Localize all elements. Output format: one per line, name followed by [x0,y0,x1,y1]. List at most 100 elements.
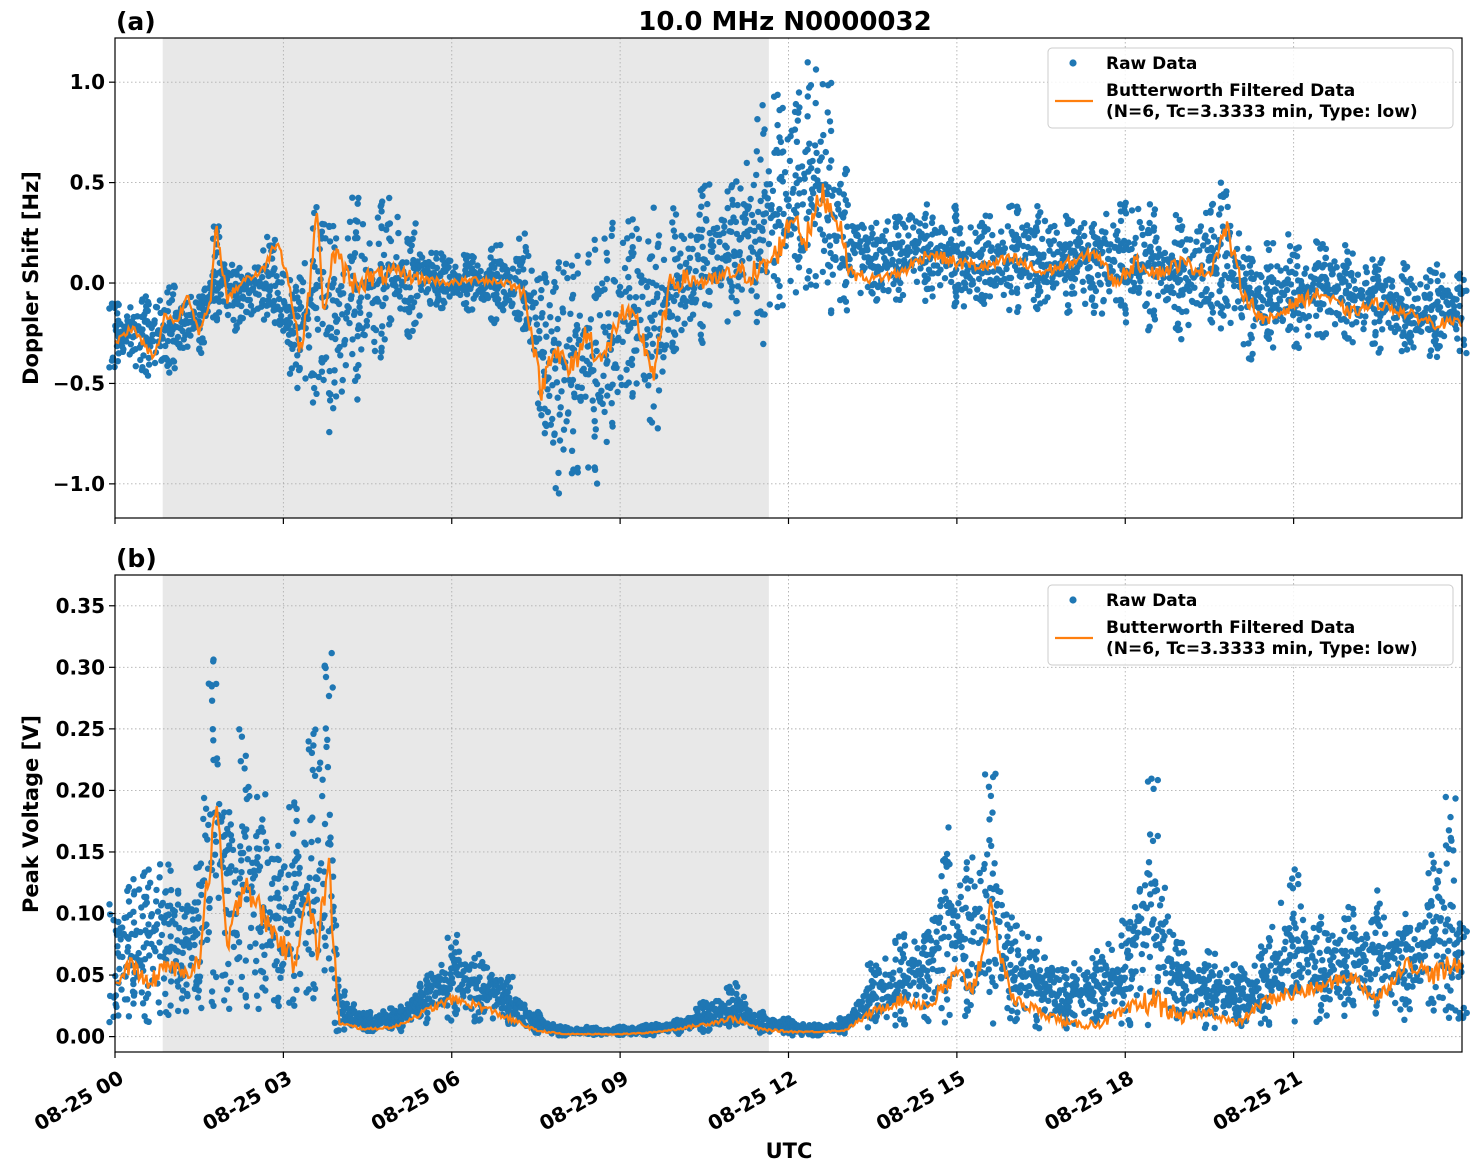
raw-data-point [1360,325,1367,333]
raw-data-point [857,238,864,245]
raw-data-point [643,283,651,291]
raw-data-point [1342,242,1349,249]
raw-data-point [785,202,792,210]
raw-data-point [214,761,221,768]
raw-data-point [319,776,326,783]
raw-data-point [844,223,851,230]
raw-data-point [1359,292,1366,299]
raw-data-point [658,341,665,348]
raw-data-point [1187,236,1194,243]
raw-data-point [241,765,248,772]
raw-data-point [880,286,887,294]
raw-data-point [753,171,760,179]
raw-data-point [1086,264,1093,271]
raw-data-point [313,896,321,903]
raw-data-point [292,361,300,368]
raw-data-point [393,254,400,261]
raw-data-point [813,149,820,157]
raw-data-point [228,837,236,844]
raw-data-point [166,299,173,306]
raw-data-point [273,273,280,280]
raw-data-point [1051,222,1058,230]
raw-data-point [757,197,764,205]
raw-data-point [124,943,132,951]
raw-data-point [188,954,196,962]
raw-data-point [828,307,835,314]
raw-data-point [665,326,672,333]
raw-data-point [899,220,907,228]
raw-data-point [795,264,803,271]
raw-data-point [923,285,931,293]
raw-data-point [826,233,833,240]
raw-data-point [1331,258,1338,265]
raw-data-point [953,293,960,300]
raw-data-point [750,181,757,189]
raw-data-point [286,319,294,326]
raw-data-point [151,317,158,324]
raw-data-point [356,303,363,311]
raw-data-point [732,218,740,226]
raw-data-point [546,302,553,309]
raw-data-point [1418,328,1425,335]
raw-data-point [800,247,807,254]
raw-data-point [506,273,514,281]
raw-data-point [663,342,670,349]
raw-data-point [554,315,562,323]
raw-data-point [314,875,321,883]
raw-data-point [874,236,881,243]
raw-data-point [1111,258,1118,265]
raw-data-point [167,933,174,940]
raw-data-point [194,930,201,937]
raw-data-point [969,938,977,945]
raw-data-point [557,404,564,411]
raw-data-point [363,322,371,329]
raw-data-point [793,210,800,217]
raw-data-point [971,883,978,890]
raw-data-point [324,763,332,771]
raw-data-point [215,894,222,901]
raw-data-point [238,302,245,310]
raw-data-point [655,232,663,239]
raw-data-point [646,255,654,263]
raw-data-point [624,235,631,242]
raw-data-point [297,303,305,311]
raw-data-point [301,260,308,267]
raw-data-point [627,324,634,331]
raw-data-point [824,217,832,224]
raw-data-point [1426,352,1434,359]
raw-data-point [127,304,134,311]
raw-data-point [142,368,150,375]
raw-data-point [689,245,696,253]
raw-data-point [649,340,656,347]
raw-data-point [806,84,813,91]
raw-data-point [1182,247,1189,254]
raw-data-point [958,943,965,951]
raw-data-point [703,259,711,267]
raw-data-point [593,380,601,388]
raw-data-point [554,394,561,401]
raw-data-point [239,315,246,322]
raw-data-point [366,240,373,247]
raw-data-point [837,296,844,304]
raw-data-point [1174,240,1182,247]
raw-data-point [154,908,162,915]
raw-data-point [592,339,599,346]
raw-data-point [840,191,847,198]
raw-data-point [1245,245,1252,252]
raw-data-point [1305,312,1313,320]
raw-data-point [668,312,676,319]
raw-data-point [959,240,966,247]
raw-data-point [257,928,264,936]
raw-data-point [275,914,282,922]
raw-data-point [586,361,593,368]
raw-data-point [520,266,527,273]
raw-data-point [941,888,949,895]
raw-data-point [969,280,977,288]
raw-data-point [1331,321,1339,328]
raw-data-point [322,673,330,681]
raw-data-point [683,259,690,267]
raw-data-point [108,357,116,364]
raw-data-point [516,316,523,323]
raw-data-point [807,195,814,203]
raw-data-point [153,921,161,928]
